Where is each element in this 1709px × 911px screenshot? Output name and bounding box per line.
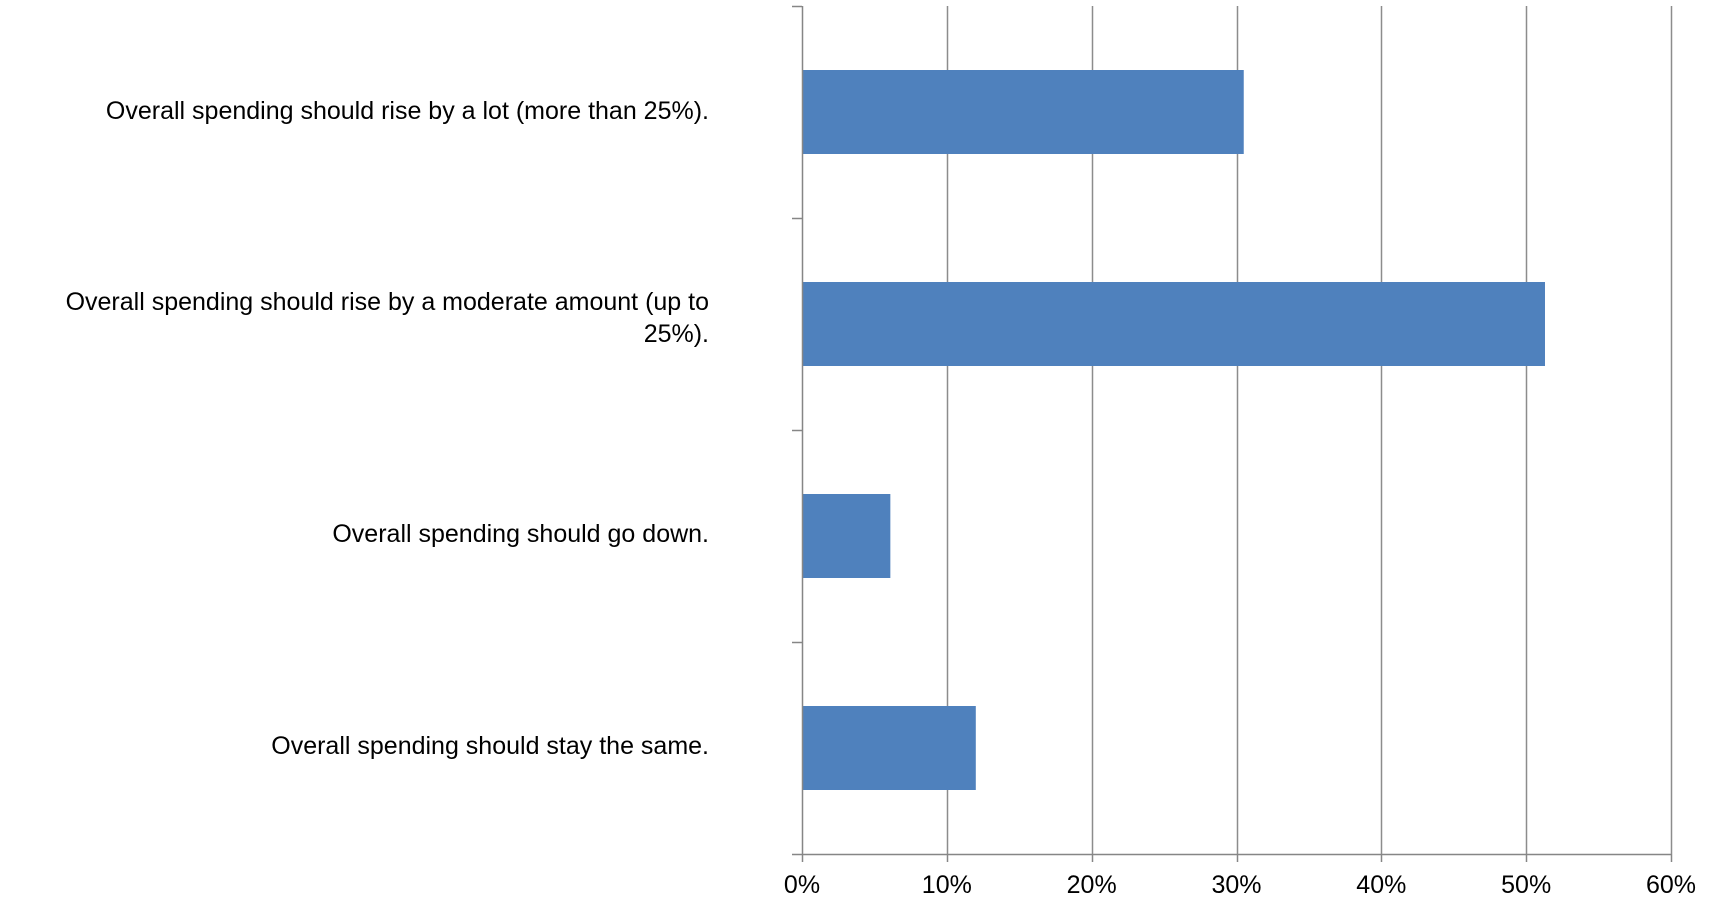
x-tick-label-30: 30%: [1211, 871, 1261, 899]
axes: [792, 5, 1673, 862]
bar-2: [802, 494, 891, 578]
bar-3: [802, 706, 976, 790]
x-tick-label-0: 0%: [784, 871, 820, 899]
x-tick-label-10: 10%: [922, 871, 972, 899]
bar-1: [802, 282, 1545, 366]
category-label-rise-moderate: Overall spending should rise by a modera…: [65, 288, 709, 348]
x-tick-label-40: 40%: [1356, 871, 1406, 899]
bar-0: [802, 70, 1244, 154]
category-label-stay-same: Overall spending should stay the same.: [271, 732, 709, 760]
category-label-go-down: Overall spending should go down.: [332, 520, 709, 548]
x-tick-label-20: 20%: [1067, 871, 1117, 899]
x-tick-label-60: 60%: [1646, 871, 1696, 899]
category-label-rise-a-lot: Overall spending should rise by a lot (m…: [105, 97, 709, 125]
x-tick-label-50: 50%: [1501, 871, 1551, 899]
x-tick-labels: 0% 10% 20% 30% 40% 50% 60%: [784, 871, 1696, 899]
bars: [802, 70, 1545, 790]
